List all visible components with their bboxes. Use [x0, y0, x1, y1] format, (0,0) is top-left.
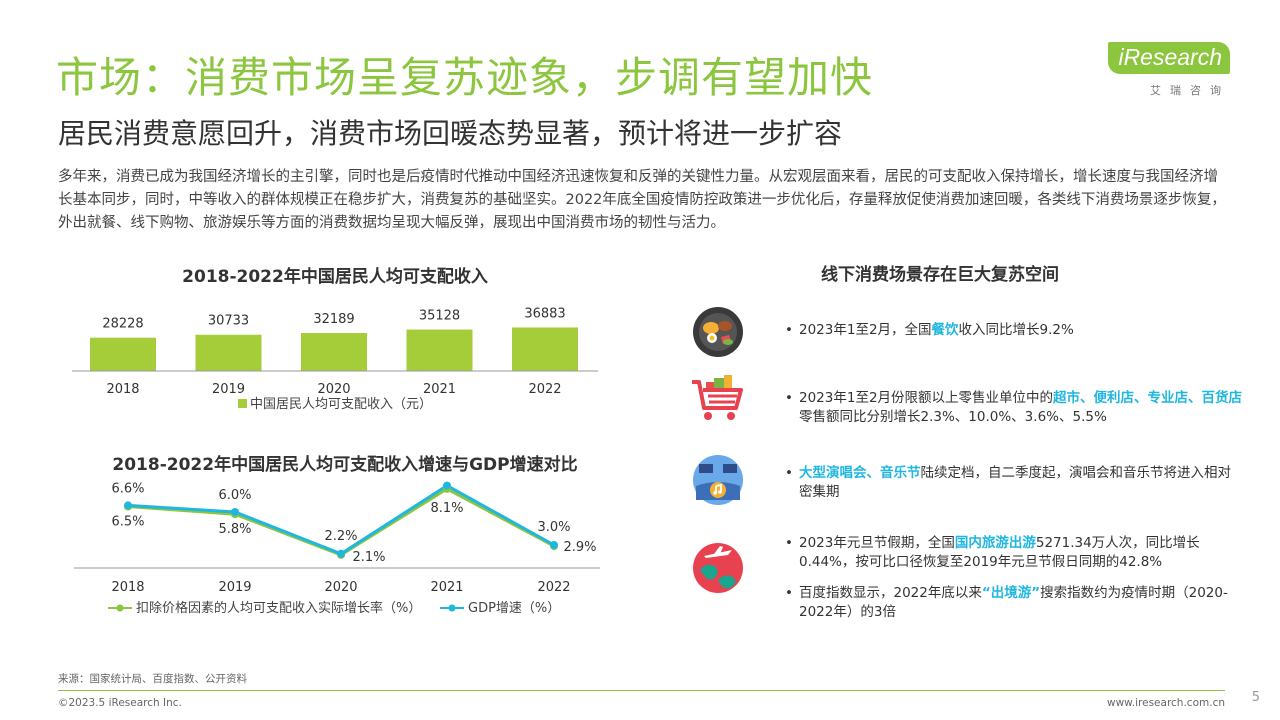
item-text: 2023年1至2月，全国	[799, 322, 932, 338]
x-tick-label: 2022	[528, 382, 561, 397]
line-legend-label-gdp: GDP增速（%）	[468, 601, 560, 616]
item-text: 搜索指数约为疫情时期（2020-2022年）的3倍	[799, 585, 1228, 620]
footer-divider	[58, 690, 1225, 691]
list-item: • 2023年1至2月，全国餐饮收入同比增长9.2%	[785, 322, 1074, 338]
bar-value-label: 36883	[524, 306, 565, 321]
bar-value-label: 28228	[102, 317, 143, 332]
line-legend-marker-gdp	[448, 604, 456, 612]
x-tick-label: 2022	[537, 580, 570, 595]
x-tick-label: 2019	[212, 382, 245, 397]
x-tick-label: 2021	[430, 580, 463, 595]
bar-value-label: 32189	[313, 312, 354, 327]
gdp-data-label: 6.0%	[218, 488, 251, 503]
line-legend-label-income: 扣除价格因素的人均可支配收入实际增长率（%）	[136, 600, 421, 616]
item-highlight: “出境游”	[981, 585, 1041, 601]
income-data-label: 5.8%	[218, 522, 251, 537]
item-text: 零售额同比分别增长2.3%、10.0%、3.6%、5.5%	[799, 409, 1107, 425]
income-data-label: 8.1%	[430, 501, 463, 516]
x-tick-label: 2018	[111, 580, 144, 595]
right-panel-title: 线下消费场景存在巨大复苏空间	[821, 265, 1059, 285]
gdp-data-label: 6.6%	[111, 481, 144, 496]
item-text: 收入同比增长9.2%	[958, 322, 1074, 338]
x-tick-label: 2020	[324, 580, 357, 595]
food-plate-icon	[690, 304, 746, 360]
gdp-data-label: 2.2%	[324, 529, 357, 544]
income-data-label: 6.5%	[111, 515, 144, 530]
item-text: 5271.34万人次，同比增长0.44%，按可比口径恢复至2019年元旦节假日同…	[799, 535, 1200, 570]
x-tick-label: 2020	[317, 382, 350, 397]
page-number: 5	[1251, 690, 1260, 705]
list-item: • 2023年元旦节假期，全国国内旅游出游5271.34万人次，同比增长0.44%…	[785, 535, 1200, 570]
income-growth-line	[127, 487, 555, 557]
travel-globe-icon	[690, 540, 746, 596]
item-text: 2023年元旦节假期，全国	[799, 535, 955, 551]
bar	[406, 329, 473, 371]
gdp-point	[443, 481, 451, 490]
bar	[195, 334, 262, 371]
list-item: • 2023年1至2月份限额以上零售业单位中的超市、便利店、专业店、百货店零售额同…	[785, 390, 1243, 425]
bar	[90, 337, 156, 371]
bar-legend-label: 中国居民人均可支配收入（元）	[250, 397, 432, 412]
gdp-point	[124, 501, 132, 510]
gdp-point	[337, 549, 345, 558]
concert-music-icon	[690, 452, 746, 508]
page-title: 市场：消费市场呈复苏迹象，步调有望加快	[56, 53, 874, 102]
shopping-cart-icon	[690, 370, 746, 426]
list-item: • 百度指数显示，2022年底以来“出境游”搜索指数约为疫情时期（2020-202…	[785, 585, 1228, 620]
brand-subtitle: 艾瑞咨询	[1150, 84, 1230, 97]
page-subtitle: 居民消费意愿回升，消费市场回暖态势显著，预计将进一步扩容	[58, 117, 843, 150]
brand-logo: iResearch 艾瑞咨询	[1108, 42, 1230, 102]
item-highlight: 国内旅游出游	[954, 535, 1036, 551]
copyright: ©2023.5 iResearch Inc.	[58, 697, 182, 709]
bar	[512, 327, 578, 371]
x-tick-label: 2018	[106, 382, 139, 397]
item-highlight: 超市、便利店、专业店、百货店	[1053, 390, 1243, 406]
bar	[301, 333, 367, 371]
gdp-point	[231, 508, 239, 516]
item-text: 百度指数显示，2022年底以来	[799, 585, 982, 601]
website-link[interactable]: www.iresearch.com.cn	[1106, 697, 1225, 709]
gdp-data-label: 8.4%	[430, 475, 463, 478]
x-tick-label: 2021	[423, 382, 456, 397]
bar-chart-title: 2018-2022年中国居民人均可支配收入	[182, 267, 488, 287]
gdp-data-label: 3.0%	[537, 520, 570, 535]
list-item: • 大型演唱会、音乐节陆续定档，自二季度起，演唱会和音乐节将进入相对密集期	[785, 465, 1231, 500]
bar-legend-swatch	[238, 399, 247, 408]
bar-chart: 28228 2018 30733 2019 32189 2020 35128 2021 3688…	[72, 306, 598, 412]
line-chart-title: 2018-2022年中国居民人均可支配收入增速与GDP增速对比	[112, 455, 578, 475]
item-text: 2023年1至2月份限额以上零售业单位中的	[799, 390, 1054, 406]
item-text: 陆续定档，自二季度起，演唱会和音乐节将进入相对密集期	[799, 465, 1231, 500]
income-data-label: 2.9%	[563, 540, 596, 555]
item-highlight: 餐饮	[931, 322, 959, 338]
bar-value-label: 35128	[419, 309, 460, 324]
income-data-label: 2.1%	[352, 550, 385, 565]
line-legend-marker-income	[116, 604, 124, 612]
x-tick-label: 2019	[218, 580, 251, 595]
bar-value-label: 30733	[208, 314, 249, 329]
intro-paragraph: 多年来，消费已成为我国经济增长的主引擎，同时也是后疫情时代推动中国经济迅速恢复和…	[58, 169, 1226, 231]
iresearch-logo: iResearch	[1108, 42, 1230, 74]
gdp-point	[550, 541, 558, 549]
line-chart: 6.6% 6.0% 2.2% 8.4% 3.0% 6.5% 5.8% 2.1% 8.1% 2.9%…	[74, 475, 600, 616]
source-note: 来源：国家统计局、百度指数、公开资料	[58, 673, 247, 685]
item-highlight: 大型演唱会、音乐节	[799, 465, 921, 481]
